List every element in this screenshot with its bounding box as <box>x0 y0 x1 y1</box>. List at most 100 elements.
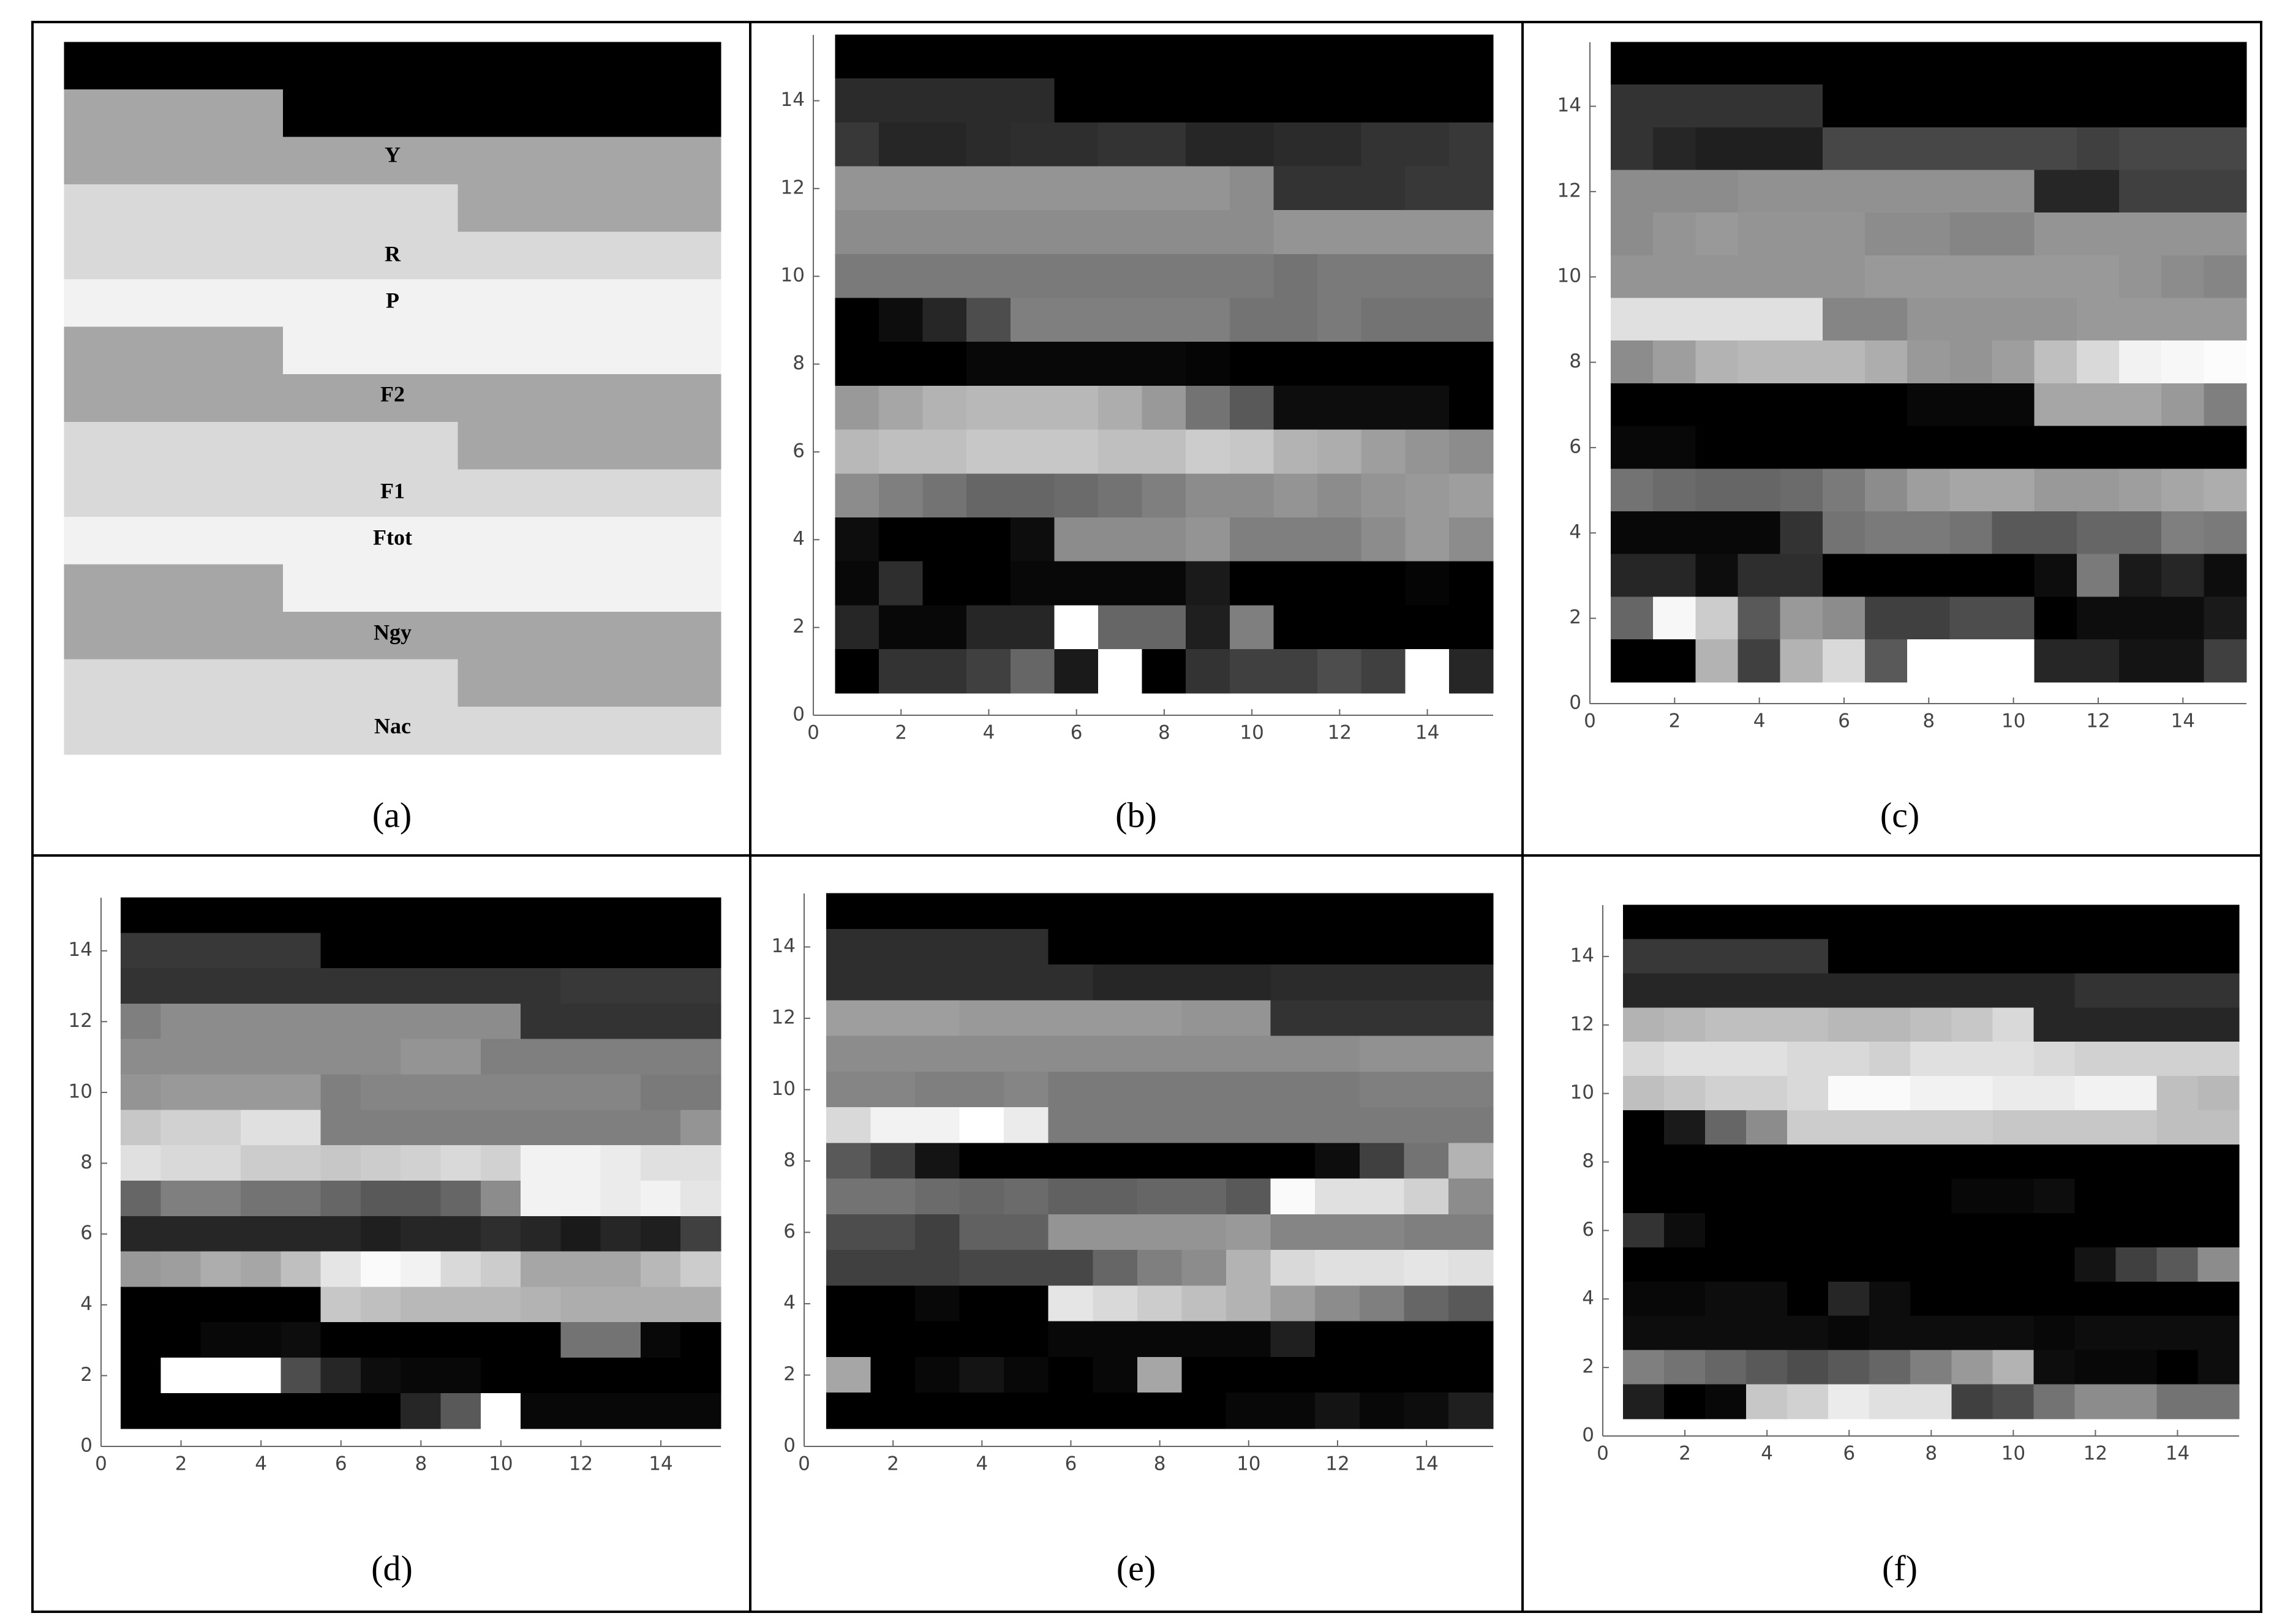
cell <box>1048 893 1094 930</box>
cell <box>521 1251 562 1288</box>
cell <box>151 421 196 470</box>
cell <box>1653 639 1696 683</box>
cell <box>922 78 968 123</box>
cell <box>241 1357 282 1394</box>
cell <box>502 184 546 233</box>
cell <box>2204 340 2247 384</box>
cell <box>1822 212 1866 256</box>
cell <box>1317 166 1362 211</box>
cell <box>1992 1145 2035 1179</box>
cell <box>1822 298 1866 342</box>
cell <box>1664 904 1706 940</box>
cell <box>1405 166 1450 211</box>
cell <box>1226 1285 1271 1322</box>
cell <box>1229 122 1275 167</box>
cell <box>1910 973 1952 1009</box>
cell <box>2119 340 2163 384</box>
cell <box>1787 1110 1829 1146</box>
cell <box>326 374 371 423</box>
cell <box>600 1145 641 1181</box>
cell <box>151 516 196 565</box>
cell <box>121 1216 162 1252</box>
cell <box>1992 1315 2035 1351</box>
cell <box>826 928 872 966</box>
cell <box>560 1039 601 1075</box>
cell <box>1093 1356 1138 1394</box>
y-tick-label: 12 <box>781 176 805 198</box>
cell <box>680 897 721 934</box>
cell <box>2161 554 2205 598</box>
cell <box>1910 1178 1952 1214</box>
cell <box>1315 1178 1360 1215</box>
cell <box>1181 1250 1227 1287</box>
cell <box>966 605 1011 650</box>
cell <box>1010 342 1055 386</box>
cell <box>1404 928 1449 966</box>
cell <box>1951 1384 1994 1419</box>
cell <box>239 326 284 375</box>
cell <box>680 1180 721 1217</box>
cell <box>200 1287 242 1323</box>
cell <box>870 1071 916 1108</box>
cell <box>1746 1247 1788 1282</box>
cell <box>1448 1107 1494 1144</box>
cell <box>320 1287 361 1323</box>
cell <box>1738 127 1781 171</box>
cell <box>1054 561 1099 606</box>
y-tick-label: 0 <box>793 704 805 726</box>
cell <box>195 706 240 755</box>
cell <box>870 1393 916 1429</box>
cell <box>633 42 678 91</box>
cell <box>2034 127 2077 171</box>
cell <box>1992 212 2035 256</box>
y-tick-label: 12 <box>1557 179 1581 201</box>
cell <box>2076 340 2120 384</box>
cell <box>1098 298 1143 343</box>
cell <box>1273 34 1319 80</box>
row-label: F1 <box>380 478 405 503</box>
cell <box>1623 1212 1665 1248</box>
cell <box>589 374 634 423</box>
cell <box>2074 1145 2117 1179</box>
cell <box>560 1322 601 1358</box>
cell <box>1448 1285 1494 1322</box>
cell <box>922 166 968 211</box>
cell <box>1746 1076 1788 1111</box>
cell <box>1359 1071 1405 1108</box>
cell <box>2197 1281 2240 1317</box>
cell <box>680 1074 721 1111</box>
y-tick-label: 10 <box>781 265 805 287</box>
cell <box>1054 210 1099 255</box>
cell <box>835 254 879 299</box>
cell <box>200 1003 242 1040</box>
cell <box>2034 511 2077 555</box>
cell <box>282 706 328 755</box>
cell <box>370 706 415 755</box>
cell <box>2161 468 2205 512</box>
cell <box>401 1357 442 1394</box>
cell <box>107 137 152 186</box>
cell <box>107 706 152 755</box>
cell <box>914 1107 960 1144</box>
cell <box>401 1180 442 1217</box>
cell <box>560 1251 601 1288</box>
cell <box>121 1074 162 1111</box>
cell <box>1828 1315 1870 1351</box>
cell <box>1317 122 1362 167</box>
cell <box>160 1393 201 1429</box>
cell <box>1951 1110 1994 1146</box>
cell <box>560 968 601 1004</box>
row-label: P <box>386 288 399 312</box>
cell <box>2161 298 2205 342</box>
cell <box>966 78 1011 123</box>
cell <box>200 1216 242 1252</box>
cell <box>521 1357 562 1394</box>
cell <box>1780 639 1823 683</box>
cell <box>1229 648 1275 694</box>
cell <box>2197 939 2240 974</box>
cell <box>326 42 371 91</box>
cell <box>1746 1110 1788 1146</box>
cell <box>1828 1212 1870 1248</box>
cell <box>2204 426 2247 470</box>
